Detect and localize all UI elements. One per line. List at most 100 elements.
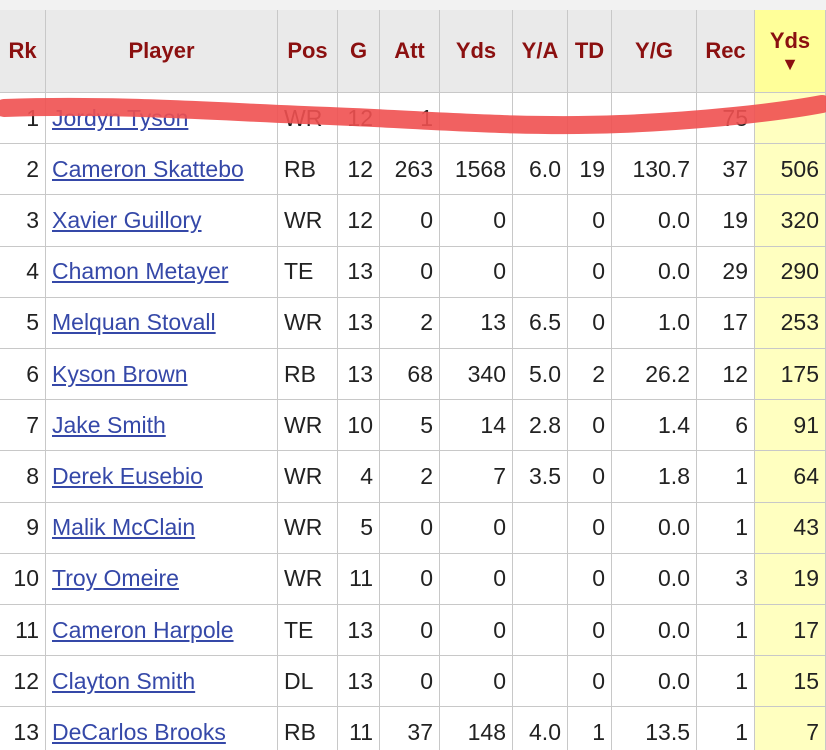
column-header[interactable]: Pos (278, 10, 338, 93)
player-link-text[interactable]: Malik McClain (52, 514, 196, 541)
table-cell-text: 1 (592, 718, 605, 745)
column-header-text[interactable]: Player (128, 38, 195, 63)
player-link-text[interactable]: Jake Smith (52, 411, 166, 438)
column-header[interactable]: G (338, 10, 380, 93)
player-link-text[interactable]: Clayton Smith (52, 667, 196, 694)
player-link[interactable]: Cameron Harpole (46, 605, 278, 657)
player-link[interactable]: Cameron Skattebo (46, 144, 278, 196)
table-cell-text: WR (284, 104, 323, 131)
column-header-text[interactable]: Y/G (635, 38, 673, 63)
table-cell: 0 (568, 195, 612, 247)
table-cell: 2.8 (513, 400, 568, 452)
table-cell-text: RB (284, 360, 316, 387)
player-link-text[interactable]: Troy Omeire (52, 565, 179, 592)
column-header-text[interactable]: Rec (705, 38, 746, 63)
column-header[interactable]: Y/G (612, 10, 697, 93)
table-cell: DL (278, 656, 338, 708)
column-header-text[interactable]: Att (394, 38, 425, 63)
table-cell: 13 (338, 656, 380, 708)
player-link-text[interactable]: Cameron Skattebo (52, 155, 244, 182)
column-header[interactable]: Yds (440, 10, 513, 93)
table-cell: 1 (380, 93, 440, 145)
table-cell-text: WR (284, 411, 323, 438)
column-header-text[interactable]: TD (574, 38, 605, 63)
table-cell-text: 148 (467, 718, 506, 745)
table-cell: 0 (568, 553, 612, 605)
column-header[interactable]: TD (568, 10, 612, 93)
table-cell: 10 (0, 553, 46, 605)
player-link[interactable]: Malik McClain (46, 502, 278, 554)
table-cell-text: 11 (15, 616, 39, 643)
column-header[interactable]: Att (380, 10, 440, 93)
player-link[interactable]: Derek Eusebio (46, 451, 278, 503)
column-header[interactable]: Player (46, 10, 278, 93)
player-link-text[interactable]: Xavier Guillory (52, 206, 202, 233)
table-cell-text: 7 (493, 462, 506, 489)
table-cell-text: 0 (493, 565, 506, 592)
table-cell-text: 0.0 (658, 667, 690, 694)
table-cell-text: 506 (780, 155, 819, 182)
table-cell-text: 13 (347, 616, 373, 643)
table-cell: 3 (0, 195, 46, 247)
player-link[interactable]: Jake Smith (46, 400, 278, 452)
player-link[interactable]: Chamon Metayer (46, 246, 278, 298)
column-header[interactable]: Yds ▼ (755, 10, 826, 93)
player-link-text[interactable]: Melquan Stovall (52, 309, 216, 336)
player-link[interactable]: Troy Omeire (46, 553, 278, 605)
table-cell: 12 (338, 93, 380, 145)
player-link[interactable]: Xavier Guillory (46, 195, 278, 247)
table-cell-text: 2 (420, 309, 433, 336)
player-link[interactable]: DeCarlos Brooks (46, 707, 278, 750)
table-cell: 0.0 (612, 246, 697, 298)
table-cell: 13 (338, 605, 380, 657)
table-cell-text: 7 (26, 411, 39, 438)
table-cell: WR (278, 93, 338, 145)
table-cell: 0 (568, 451, 612, 503)
table-cell-text: 0 (592, 309, 605, 336)
table-cell: 13 (338, 246, 380, 298)
player-link-text[interactable]: DeCarlos Brooks (52, 718, 226, 745)
table-cell: 6 (697, 400, 755, 452)
table-cell-text: 6.0 (529, 155, 561, 182)
player-link-text[interactable]: Derek Eusebio (52, 462, 203, 489)
player-link-text[interactable]: Jordyn Tyson (52, 104, 189, 131)
table-cell: WR (278, 502, 338, 554)
column-header[interactable]: Rec (697, 10, 755, 93)
table-cell-text: 4.0 (529, 718, 561, 745)
player-link[interactable]: Kyson Brown (46, 349, 278, 401)
table-cell-text: 75 (722, 104, 748, 131)
column-header-text[interactable]: Pos (287, 38, 328, 63)
table-cell-text: 2 (26, 155, 39, 182)
table-cell-text: 13 (347, 667, 373, 694)
table-cell: WR (278, 400, 338, 452)
player-link-text[interactable]: Kyson Brown (52, 360, 188, 387)
table-cell: 263 (380, 144, 440, 196)
player-link[interactable]: Melquan Stovall (46, 297, 278, 349)
table-cell-text: 0 (592, 206, 605, 233)
table-cell: 0.0 (612, 502, 697, 554)
table-cell-text: 0 (592, 462, 605, 489)
table-cell: 4 (0, 246, 46, 298)
player-link-text[interactable]: Cameron Harpole (52, 616, 234, 643)
column-header-text[interactable]: Y/A (521, 38, 559, 63)
table-cell-text: 10 (13, 565, 39, 592)
column-header-text[interactable]: G (349, 38, 368, 63)
table-cell: 0 (568, 297, 612, 349)
table-cell-text: 253 (780, 309, 819, 336)
table-cell-text: 0 (493, 258, 506, 285)
table-cell-text: 9 (26, 514, 39, 541)
column-header-text[interactable]: Yds (455, 38, 497, 63)
table-cell-text: 12 (13, 667, 39, 694)
table-cell: WR (278, 451, 338, 503)
table-cell: RB (278, 707, 338, 750)
column-header[interactable]: Y/A (513, 10, 568, 93)
table-cell-text: 0 (493, 514, 506, 541)
player-link[interactable]: Clayton Smith (46, 656, 278, 708)
table-cell-text: WR (284, 206, 323, 233)
table-cell: 1 (697, 451, 755, 503)
table-cell: 8 (0, 451, 46, 503)
column-header-text[interactable]: Yds (769, 27, 811, 53)
table-cell-text: RB (284, 718, 316, 745)
player-link[interactable]: Jordyn Tyson (46, 93, 278, 145)
player-link-text[interactable]: Chamon Metayer (52, 258, 229, 285)
